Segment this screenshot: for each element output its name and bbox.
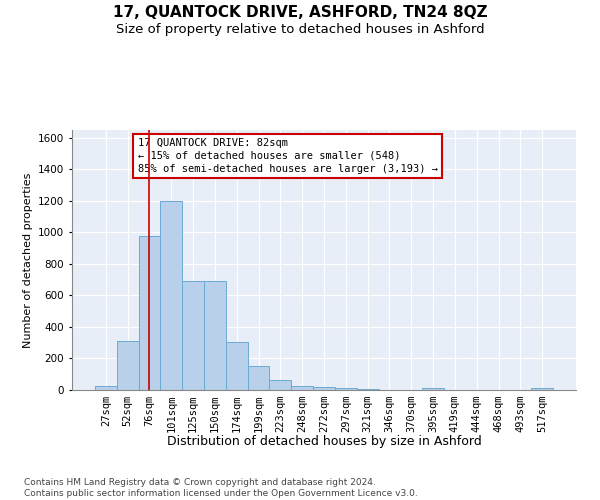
- Text: Contains HM Land Registry data © Crown copyright and database right 2024.
Contai: Contains HM Land Registry data © Crown c…: [24, 478, 418, 498]
- Bar: [313, 387, 335, 390]
- Bar: [117, 341, 139, 390]
- Text: 17, QUANTOCK DRIVE, ASHFORD, TN24 8QZ: 17, QUANTOCK DRIVE, ASHFORD, TN24 8QZ: [113, 5, 487, 20]
- Bar: [531, 388, 553, 390]
- Bar: [160, 201, 182, 390]
- Bar: [422, 388, 444, 390]
- Text: Distribution of detached houses by size in Ashford: Distribution of detached houses by size …: [167, 435, 481, 448]
- Bar: [139, 236, 160, 390]
- Text: 17 QUANTOCK DRIVE: 82sqm
← 15% of detached houses are smaller (548)
85% of semi-: 17 QUANTOCK DRIVE: 82sqm ← 15% of detach…: [137, 138, 437, 174]
- Bar: [226, 342, 248, 390]
- Bar: [269, 380, 291, 390]
- Bar: [291, 386, 313, 390]
- Bar: [248, 366, 269, 390]
- Text: Size of property relative to detached houses in Ashford: Size of property relative to detached ho…: [116, 22, 484, 36]
- Bar: [357, 389, 379, 390]
- Bar: [335, 388, 357, 390]
- Bar: [95, 386, 117, 390]
- Bar: [182, 282, 204, 390]
- Bar: [204, 282, 226, 390]
- Y-axis label: Number of detached properties: Number of detached properties: [23, 172, 32, 348]
